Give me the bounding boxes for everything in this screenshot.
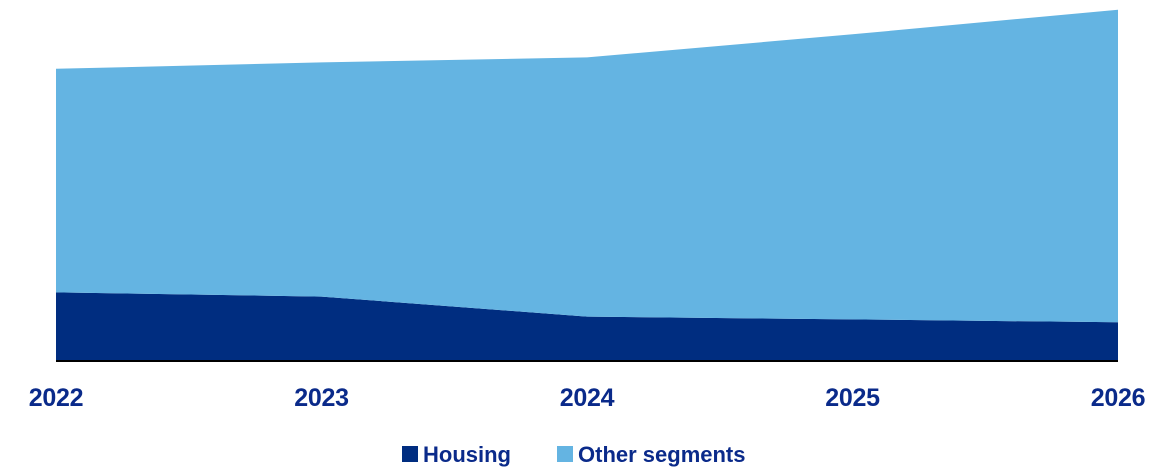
area-series-housing — [56, 292, 1118, 360]
x-tick-label: 2023 — [294, 384, 348, 412]
x-tick-label: 2024 — [560, 384, 615, 412]
area-series-other-segments — [56, 9, 1118, 323]
legend-swatch — [557, 446, 573, 462]
legend-item-other-segments: Other segments — [557, 442, 746, 467]
x-tick-label: 2022 — [29, 384, 83, 412]
plot-area — [56, 9, 1118, 360]
legend: Housing Other segments — [402, 442, 746, 467]
x-tick-label: 2026 — [1091, 384, 1145, 412]
x-axis-tick-labels: 2022 2023 2024 2025 2026 — [29, 384, 1146, 412]
legend-swatch — [402, 446, 418, 462]
legend-label: Other segments — [578, 442, 746, 467]
legend-label: Housing — [423, 442, 511, 467]
legend-item-housing: Housing — [402, 442, 511, 467]
x-tick-label: 2025 — [825, 384, 880, 412]
